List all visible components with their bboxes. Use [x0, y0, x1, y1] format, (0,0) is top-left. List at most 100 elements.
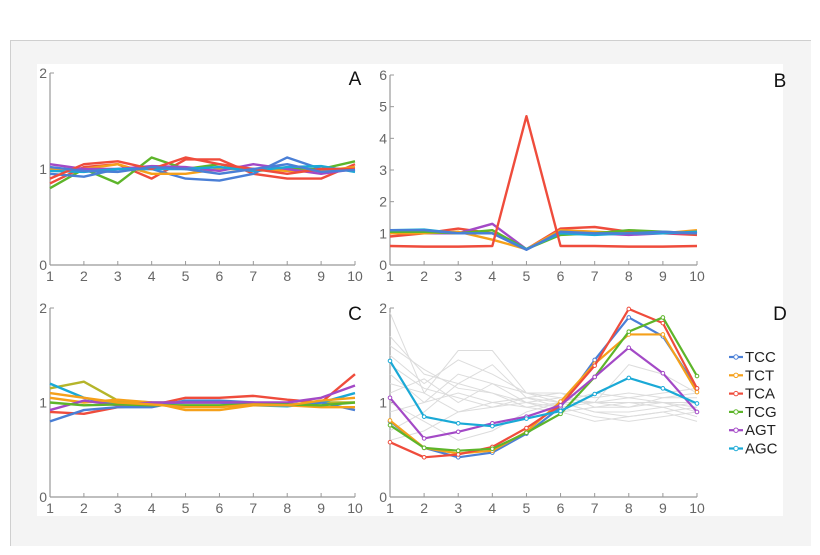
- y-tick-label: 2: [39, 300, 47, 316]
- x-tick-label: 5: [523, 268, 531, 284]
- x-tick-label: 2: [420, 268, 428, 284]
- series-line: [49, 391, 356, 409]
- x-tick-label: 5: [182, 268, 190, 284]
- legend-marker: [733, 427, 739, 433]
- series-line: [390, 222, 697, 251]
- x-tick-label: 2: [420, 500, 428, 516]
- data-point: [626, 345, 632, 350]
- data-point: [660, 370, 666, 376]
- panel-label: B: [774, 71, 787, 92]
- series-line-tca: [389, 307, 698, 459]
- series-line: [49, 401, 356, 407]
- background-series-line: [389, 392, 697, 441]
- x-tick-label: 8: [283, 268, 291, 284]
- legend-label: AGT: [745, 422, 776, 439]
- data-point: [421, 445, 427, 451]
- x-tick-label: 8: [283, 500, 291, 516]
- x-tick-label: 6: [216, 500, 224, 516]
- legend-label: TCG: [745, 404, 777, 421]
- y-tick-label: 2: [379, 300, 387, 316]
- x-tick-label: 1: [46, 268, 54, 284]
- data-point: [626, 306, 632, 312]
- y-tick-label: 1: [379, 395, 387, 411]
- data-point: [490, 423, 495, 429]
- x-tick-label: 9: [317, 268, 325, 284]
- x-tick-label: 10: [689, 268, 705, 284]
- data-point: [455, 448, 461, 453]
- legend-marker: [733, 390, 739, 397]
- data-point: [387, 418, 393, 423]
- background-series-line: [389, 378, 698, 418]
- data-point: [660, 386, 666, 391]
- data-point: [421, 436, 427, 441]
- legend-label: AGC: [745, 441, 778, 458]
- data-point: [592, 391, 597, 397]
- background-series-line: [389, 312, 698, 413]
- data-point: [626, 315, 632, 320]
- x-tick-label: 1: [46, 500, 54, 516]
- y-tick-label: 0: [379, 489, 387, 505]
- x-tick-label: 10: [347, 268, 363, 284]
- data-point: [694, 373, 700, 379]
- legend-item-agt: AGT: [729, 422, 776, 439]
- y-tick-label: 3: [379, 162, 387, 178]
- legend-item-agc: AGC: [729, 441, 778, 458]
- series-line: [390, 228, 698, 252]
- legend-item-tcc: TCC: [729, 349, 776, 366]
- data-point: [387, 422, 393, 428]
- y-tick-label: 1: [39, 395, 47, 411]
- y-tick-label: 2: [379, 194, 387, 210]
- y-tick-label: 4: [379, 130, 387, 146]
- y-tick-label: 0: [39, 489, 47, 505]
- data-point: [592, 374, 597, 380]
- x-tick-label: 9: [317, 500, 325, 516]
- x-tick-label: 7: [249, 500, 257, 516]
- x-tick-label: 10: [347, 500, 363, 516]
- legend-item-tcg: TCG: [729, 404, 777, 421]
- x-tick-label: 4: [148, 500, 156, 516]
- data-point: [694, 401, 700, 406]
- data-point: [387, 395, 393, 401]
- legend-marker: [733, 372, 739, 378]
- x-tick-label: 1: [386, 500, 394, 516]
- data-point: [660, 332, 666, 337]
- x-tick-label: 9: [659, 500, 667, 516]
- data-point: [694, 409, 700, 415]
- x-tick-label: 1: [386, 268, 394, 284]
- series-line: [49, 384, 356, 412]
- data-point: [421, 414, 427, 419]
- legend-label: TCT: [745, 367, 774, 384]
- series-line: [389, 114, 698, 248]
- x-tick-label: 8: [625, 500, 633, 516]
- x-tick-label: 2: [80, 500, 88, 516]
- data-point: [524, 425, 529, 431]
- panel-label: D: [773, 304, 787, 325]
- legend-label: TCA: [745, 386, 775, 403]
- y-tick-label: 1: [39, 161, 47, 177]
- legend-marker: [733, 354, 739, 360]
- x-tick-label: 10: [689, 500, 705, 516]
- series-line-tcg: [389, 316, 698, 452]
- data-point: [592, 363, 597, 368]
- data-point: [694, 386, 700, 391]
- x-tick-label: 2: [80, 268, 88, 284]
- y-tick-label: 6: [379, 67, 387, 83]
- data-point: [660, 315, 666, 320]
- x-tick-label: 6: [557, 268, 565, 284]
- series-line-agc: [389, 360, 698, 428]
- y-tick-label: 5: [379, 99, 387, 115]
- panel-label: C: [348, 304, 362, 325]
- data-point: [387, 358, 393, 364]
- data-point: [455, 420, 461, 426]
- x-tick-label: 7: [591, 268, 599, 284]
- panel-label: A: [349, 69, 362, 90]
- x-tick-label: 3: [454, 500, 462, 516]
- data-point: [558, 403, 563, 408]
- data-point: [626, 375, 632, 381]
- x-tick-label: 3: [114, 500, 122, 516]
